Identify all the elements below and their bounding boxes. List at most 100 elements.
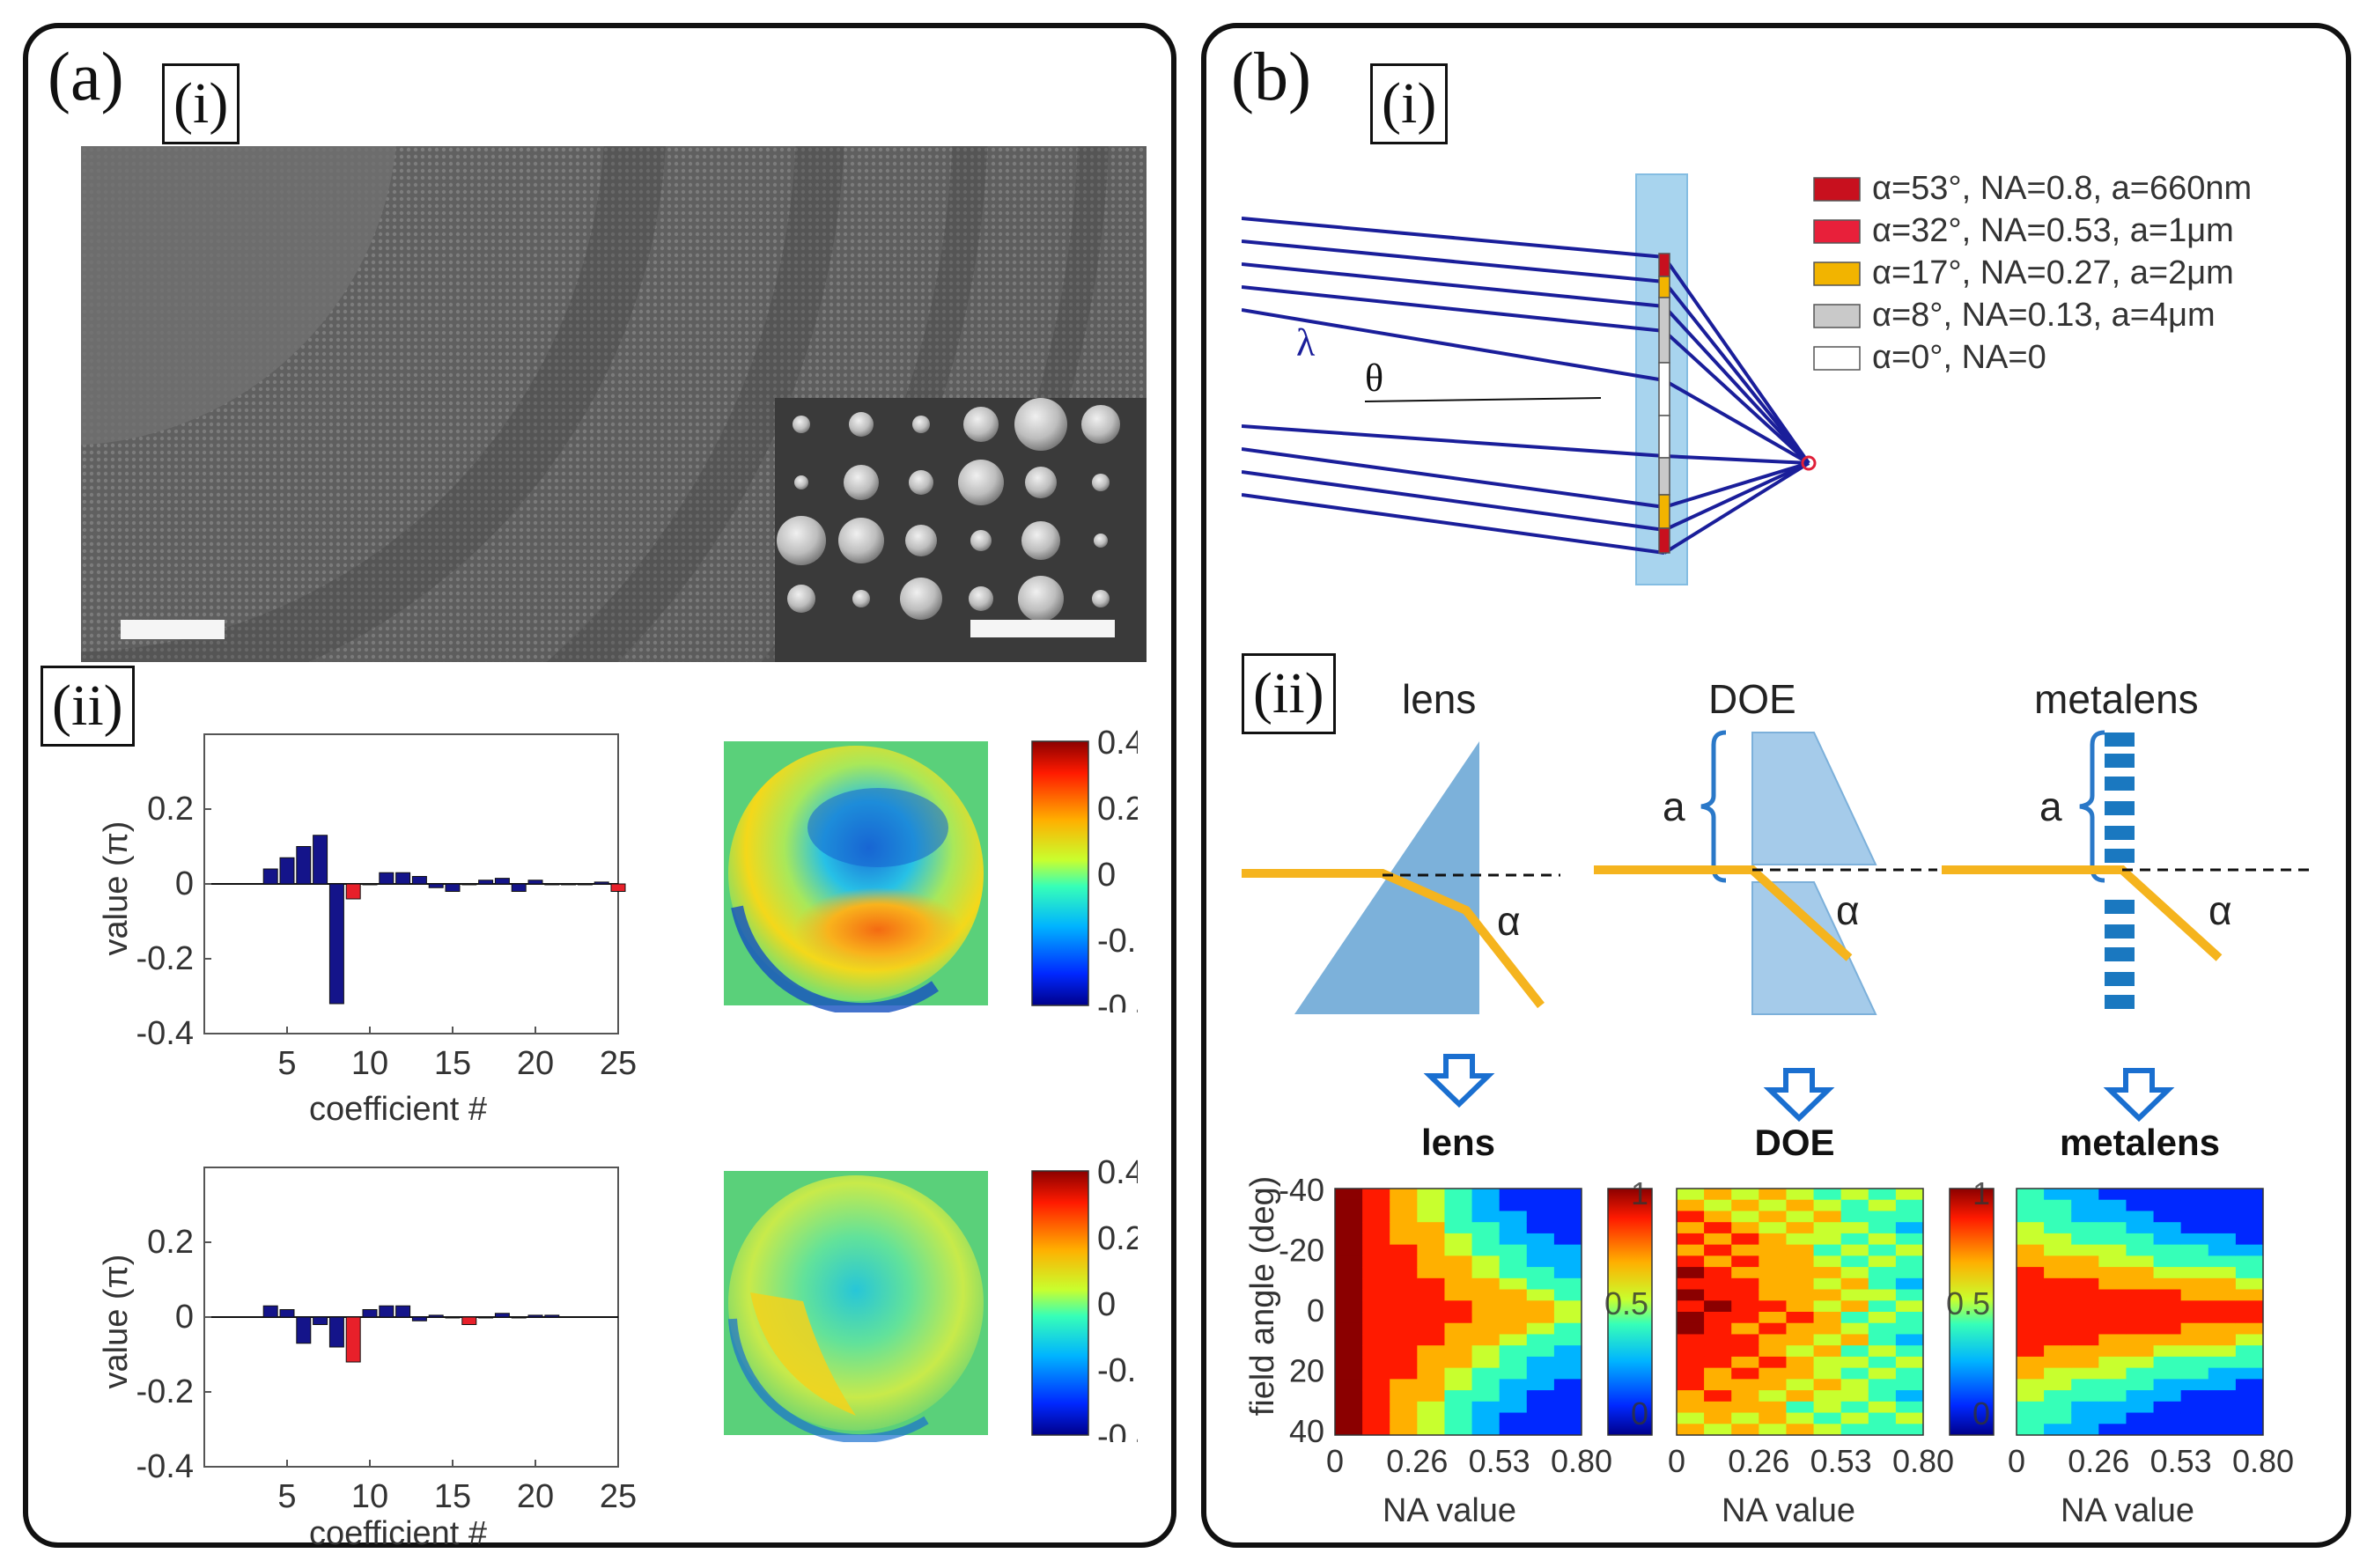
heatmap-cell xyxy=(1895,1277,1924,1291)
xtick: 20 xyxy=(517,1045,554,1082)
heatmap-cell xyxy=(2098,1244,2127,1256)
heatmap-cell xyxy=(1444,1356,1473,1369)
legend: α=53°, NA=0.8, a=660nm α=32°, NA=0.53, a=… xyxy=(1813,170,2252,376)
heatmap-cell xyxy=(1553,1334,1582,1346)
bar-coefficient-7 xyxy=(313,835,328,885)
heatmap-cell xyxy=(2208,1267,2237,1279)
heatmap-cell xyxy=(1840,1244,1869,1256)
heatmap-cell xyxy=(2017,1312,2045,1324)
bar-coefficient-23 xyxy=(577,883,593,886)
heatmap-cell xyxy=(1390,1322,1418,1335)
heatmap-cell xyxy=(1759,1211,1787,1223)
heatmap-cell xyxy=(2180,1267,2209,1279)
heatmap-cell xyxy=(1553,1233,1582,1246)
heatmap-cell xyxy=(1499,1289,1528,1301)
heatmap-cell xyxy=(1335,1255,1363,1268)
heatmap-cell xyxy=(1813,1401,1842,1414)
chart1-ylabel: value (π) xyxy=(98,821,135,956)
heatmap-cell xyxy=(1704,1277,1732,1291)
heatmap-cell xyxy=(2044,1424,2072,1436)
efficiency-heatmaps: field angle (deg) lens DOE metalens NA v… xyxy=(1244,1122,2294,1529)
heatmap-cell xyxy=(2071,1367,2099,1380)
heatmap-cell xyxy=(1868,1222,1897,1234)
heatmap-cell xyxy=(1444,1300,1473,1313)
heatmap-cell xyxy=(1390,1233,1418,1246)
heatmap-cell xyxy=(2017,1345,2045,1358)
heatmap-cell xyxy=(1677,1412,1705,1424)
metalens-brace xyxy=(2079,730,2105,883)
heatmap-cell xyxy=(1444,1334,1473,1346)
heatmap-cell xyxy=(1813,1334,1842,1346)
heatmap-cell xyxy=(1553,1401,1582,1414)
heatmap-cell xyxy=(1704,1244,1732,1256)
heatmap-cell xyxy=(1335,1199,1363,1211)
heatmap-cell xyxy=(1417,1244,1445,1256)
theta-label: θ xyxy=(1365,357,1383,400)
heatmap-cell xyxy=(1704,1412,1732,1424)
ytick: -0.2 xyxy=(136,940,194,977)
bar-coefficient-4 xyxy=(262,1305,278,1318)
heatmap-cell xyxy=(2153,1222,2182,1234)
heatmap-cell xyxy=(2180,1322,2209,1335)
schematics-row: lens α DOE a α metalens a α xyxy=(1242,676,2316,1123)
heatmap-cell xyxy=(1444,1312,1473,1324)
heatmap-cell xyxy=(1335,1244,1363,1256)
xtick: 20 xyxy=(517,1478,554,1515)
heatmap-cell xyxy=(1335,1300,1363,1313)
heatmap-cell xyxy=(1499,1412,1528,1424)
doe-title: DOE xyxy=(1708,676,1796,722)
heatmap-cell xyxy=(2126,1211,2155,1223)
heatmap-cell xyxy=(1471,1289,1501,1301)
heatmap-cell xyxy=(1895,1255,1924,1268)
bar-coefficient-21 xyxy=(544,883,560,886)
heatmap-cell xyxy=(1499,1312,1528,1324)
heatmap-cell xyxy=(2208,1379,2237,1391)
bar-coefficient-19 xyxy=(511,1316,527,1319)
heatmap-cell xyxy=(1526,1211,1555,1223)
heatmap-cell xyxy=(2044,1233,2072,1246)
heatmap-cell xyxy=(2180,1189,2209,1201)
heatmap-cell xyxy=(1840,1312,1869,1324)
focused-ray xyxy=(1663,461,1810,509)
heatmap-cell xyxy=(2126,1334,2155,1346)
heatmap-cell xyxy=(2098,1222,2127,1234)
heatmap-cell xyxy=(1471,1322,1501,1335)
heatmap-cell xyxy=(2153,1289,2182,1301)
heatmap-cell xyxy=(2126,1199,2155,1211)
heatmap-cell xyxy=(1362,1199,1390,1211)
heatmap-cell xyxy=(1813,1244,1842,1256)
heatmap-cell xyxy=(1335,1277,1363,1291)
heatmap-cell xyxy=(1704,1199,1732,1211)
lens-down-arrow xyxy=(1423,1054,1495,1108)
lambda-label: λ xyxy=(1296,321,1316,364)
heatmap-cbar-tick: 0 xyxy=(1631,1395,1648,1432)
heatmap-cell xyxy=(1526,1322,1555,1335)
xtick: 10 xyxy=(351,1045,388,1082)
heatmap-cell xyxy=(1417,1424,1445,1436)
heatmap-cell xyxy=(1553,1367,1582,1380)
heatmap-cell xyxy=(2044,1356,2072,1369)
heatmap-cell xyxy=(2098,1289,2127,1301)
heatmap-title-doe: DOE xyxy=(1754,1122,1834,1163)
heatmap-cell xyxy=(1362,1367,1390,1380)
heatmap-cell xyxy=(1417,1255,1445,1268)
heatmap-cell xyxy=(1553,1356,1582,1369)
heatmap-cell xyxy=(1731,1367,1759,1380)
doe-brace xyxy=(1700,730,1727,883)
heatmap-cell xyxy=(1868,1189,1897,1201)
heatmap-cell xyxy=(1786,1367,1815,1380)
focused-ray xyxy=(1663,255,1810,465)
heatmap-cell xyxy=(2153,1255,2182,1268)
doe-a-label: a xyxy=(1663,784,1685,829)
heatmap-cell xyxy=(1390,1334,1418,1346)
heatmap-cell xyxy=(1840,1356,1869,1369)
heatmap-cell xyxy=(1335,1267,1363,1279)
incident-ray xyxy=(1242,493,1665,555)
colorbar-tick: -0.2 xyxy=(1097,923,1138,960)
heatmap-xtick: 0.26 xyxy=(2068,1443,2129,1479)
heatmap-cell xyxy=(1704,1222,1732,1234)
heatmap-cell xyxy=(2098,1379,2127,1391)
heatmap-cell xyxy=(1895,1222,1924,1234)
heatmap-cell xyxy=(1677,1244,1705,1256)
heatmap-cell xyxy=(2044,1345,2072,1358)
